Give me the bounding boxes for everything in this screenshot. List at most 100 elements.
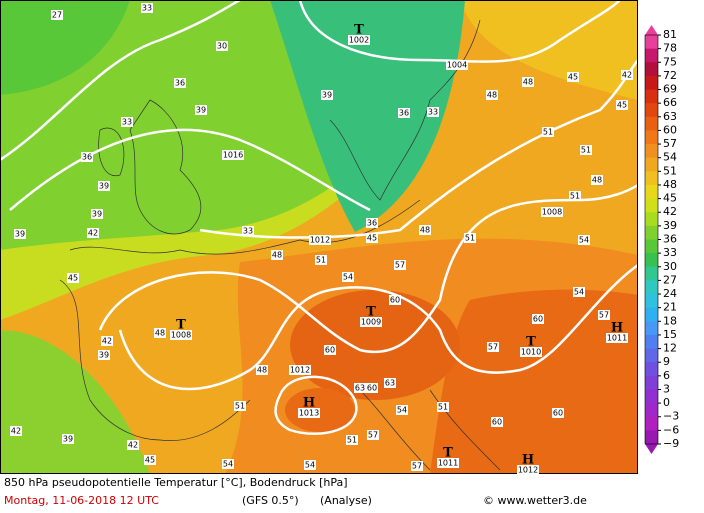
isobar-label-box (289, 365, 311, 375)
pressure-value-box (437, 458, 459, 468)
isotherm-label-box (389, 295, 401, 305)
scale-label: −9 (663, 437, 679, 450)
isobar-label: 1008 (542, 208, 562, 217)
scale-label: 42 (663, 205, 677, 218)
isotherm-label: 57 (599, 311, 609, 320)
scale-label: 36 (663, 233, 677, 246)
isotherm-label: 57 (368, 431, 378, 440)
isotherm-label: 60 (325, 346, 335, 355)
isotherm-label: 45 (68, 274, 78, 283)
isotherm-label: 51 (438, 403, 448, 412)
pressure-symbol: H (522, 453, 534, 468)
pressure-value: 1011 (438, 459, 458, 468)
scale-label: 81 (663, 28, 677, 41)
isotherm-label: 39 (99, 182, 109, 191)
pressure-symbol: T (354, 23, 364, 38)
color-step (645, 307, 658, 322)
pressure-value: 1010 (521, 348, 541, 357)
isotherm-label-box (51, 10, 63, 20)
isotherm-label-box (154, 328, 166, 338)
isobar-label-box (541, 207, 563, 217)
color-step (645, 198, 658, 213)
field-region (0, 0, 130, 95)
color-step (645, 321, 658, 336)
pressure-value: 1009 (361, 318, 381, 327)
pressure-value: 1011 (607, 334, 627, 343)
isotherm-label-box (127, 440, 139, 450)
pressure-symbol: T (443, 446, 453, 461)
isotherm-label: 54 (397, 406, 407, 415)
isotherm-label-box (398, 108, 410, 118)
isotherm-label: 51 (316, 256, 326, 265)
credit: © www.wetter3.de (483, 494, 587, 507)
color-step (645, 89, 658, 104)
pressure-symbol: T (366, 305, 376, 320)
scale-label: 6 (663, 369, 670, 382)
scale-label: 30 (663, 260, 677, 273)
isotherm-label-box (552, 408, 564, 418)
scale-label: 0 (663, 396, 670, 409)
isotherm-label: 63 (355, 384, 365, 393)
isotherm-label: 60 (553, 409, 563, 418)
isotherm-label: 57 (488, 343, 498, 352)
isotherm-label: 33 (428, 108, 438, 117)
isotherm-label-box (437, 402, 449, 412)
color-step (645, 348, 658, 363)
isotherm-label: 48 (257, 366, 267, 375)
isotherm-label: 60 (492, 418, 502, 427)
color-step (645, 416, 658, 431)
color-step (645, 184, 658, 200)
isotherm-label-box (522, 77, 534, 87)
isotherm-label-box (578, 235, 590, 245)
isotherm-label-box (394, 260, 406, 270)
isotherm-label-box (14, 229, 26, 239)
isotherm-label-box (321, 90, 333, 100)
pressure-symbol: H (611, 321, 623, 336)
isotherm-label: 30 (217, 42, 227, 51)
isotherm-label-box (121, 117, 133, 127)
color-step (645, 75, 658, 91)
color-step (645, 294, 658, 309)
isotherm-label-box (366, 383, 378, 393)
pressure-value-box (520, 347, 542, 357)
isotherm-label: 57 (395, 261, 405, 270)
isotherm-label-box (81, 152, 93, 162)
pressure-value-box (170, 330, 192, 340)
isotherm-label-box (98, 181, 110, 191)
isotherm-label: 33 (142, 4, 152, 13)
scale-label: 27 (663, 273, 677, 286)
isotherm-label-box (573, 287, 585, 297)
pressure-symbol: H (303, 396, 315, 411)
color-step (645, 144, 658, 159)
scale-label: −3 (663, 410, 679, 423)
scale-label: 72 (663, 69, 677, 82)
scale-label: 78 (663, 42, 677, 55)
isotherm-label-box (67, 273, 79, 283)
field-region (460, 0, 638, 100)
isotherm-label-box (346, 435, 358, 445)
isotherm-label: 48 (420, 226, 430, 235)
color-step (645, 362, 658, 377)
scale-label: 24 (663, 287, 677, 300)
color-step (645, 225, 658, 240)
color-step (645, 103, 658, 118)
isotherm-label: 57 (412, 462, 422, 471)
isotherm-label-box (367, 430, 379, 440)
isotherm-label-box (567, 72, 579, 82)
isotherm-label: 48 (487, 91, 497, 100)
isotherm-label-box (616, 100, 628, 110)
scale-label: 9 (663, 355, 670, 368)
pressure-value: 1013 (299, 409, 319, 418)
map-labels: 27 33 30 36 39 33 36 39 39 42 39 45 42 39 48 48 51 54 42 39… (10, 3, 633, 475)
isotherm-label: 54 (343, 273, 353, 282)
isotherm-label-box (532, 314, 544, 324)
isotherm-label: 45 (617, 101, 627, 110)
color-step (645, 403, 658, 418)
isobar-label-box (446, 60, 468, 70)
scale-label: 12 (663, 342, 677, 355)
pressure-value: 1002 (349, 36, 369, 45)
scale-label: 69 (663, 83, 677, 96)
color-step (645, 116, 658, 131)
isotherm-label-box (304, 460, 316, 470)
scale-label: 54 (663, 151, 677, 164)
